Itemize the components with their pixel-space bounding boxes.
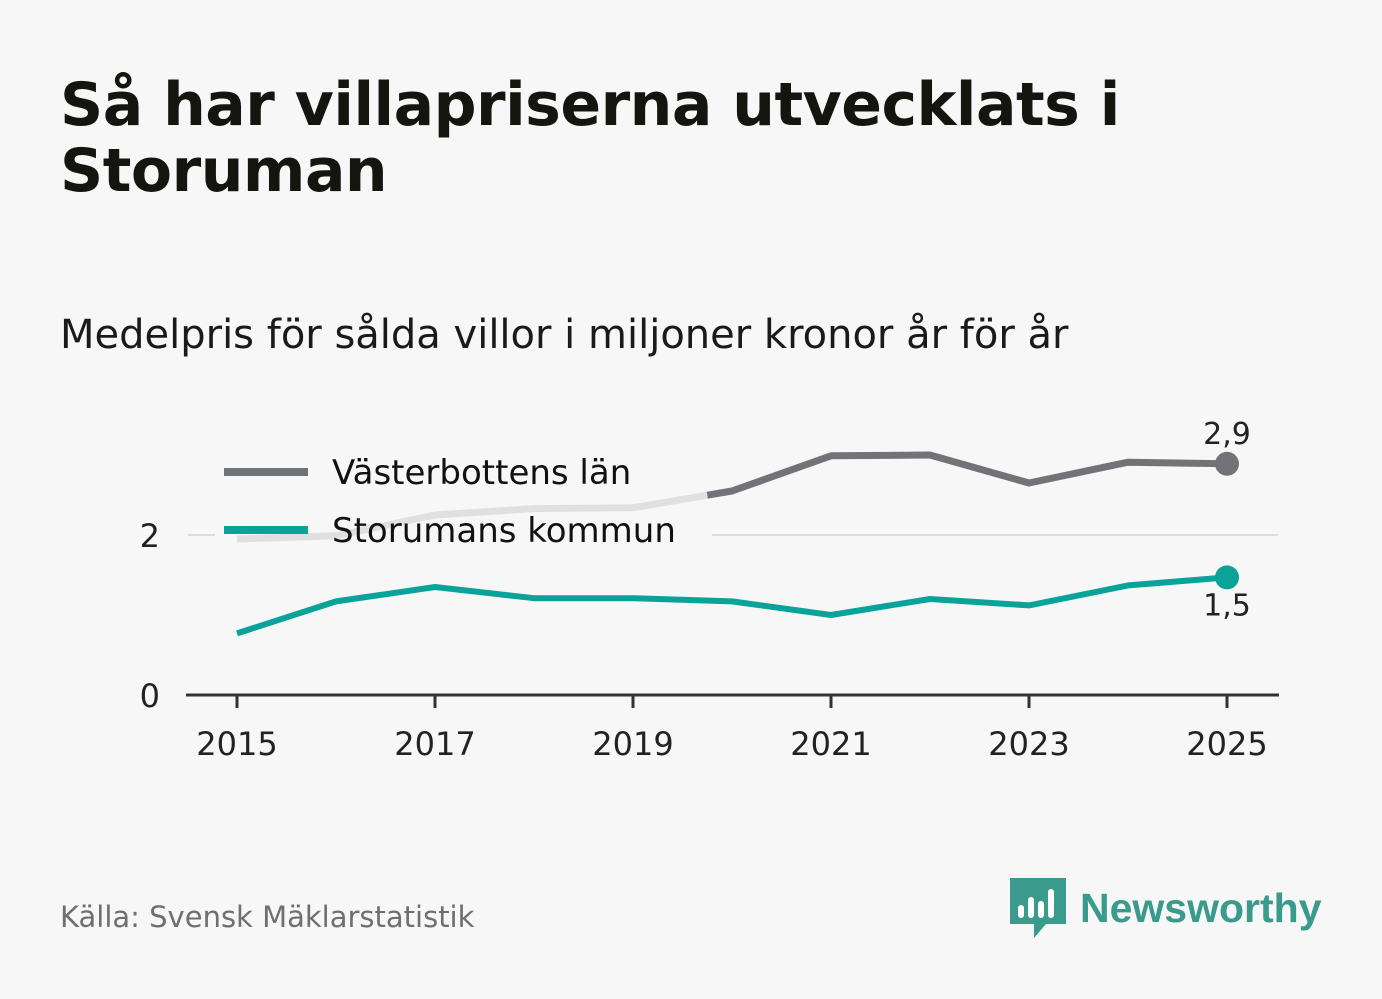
series-line-storumans-kommun — [236, 574, 1228, 637]
y-tick-label: 2 — [140, 517, 160, 555]
bar-chart-speech-bubble-icon — [1010, 878, 1066, 938]
brand-logo: Newsworthy — [1010, 878, 1322, 938]
x-tick-label: 2025 — [1186, 725, 1267, 763]
end-point-vasterbottens-lan — [1215, 451, 1239, 476]
brand-name: Newsworthy — [1080, 884, 1322, 931]
x-tick-label: 2019 — [592, 725, 673, 763]
x-tick-label: 2023 — [988, 725, 1069, 763]
series-line-vasterbottens-lan-faded — [236, 491, 708, 543]
data-label-vasterbottens-lan: 2,9 — [1203, 417, 1251, 452]
x-tick-label: 2021 — [790, 725, 871, 763]
x-tick-label: 2015 — [196, 725, 277, 763]
series-line-vasterbottens-lan — [706, 451, 1228, 499]
y-tick-label: 0 — [140, 677, 160, 715]
legend-label-storumans-kommun: Storumans kommun — [332, 511, 676, 551]
data-label-storumans-kommun: 1,5 — [1203, 588, 1251, 623]
end-point-storumans-kommun — [1215, 565, 1239, 590]
x-tick-label: 2017 — [394, 725, 475, 763]
legend-label-vasterbottens-lan: Västerbottens län — [332, 453, 631, 493]
source-note: Källa: Svensk Mäklarstatistik — [60, 900, 475, 934]
page-title: Så har villapriserna utvecklats i Storum… — [60, 70, 1120, 206]
chart-subtitle: Medelpris för sålda villor i miljoner kr… — [60, 312, 1069, 358]
